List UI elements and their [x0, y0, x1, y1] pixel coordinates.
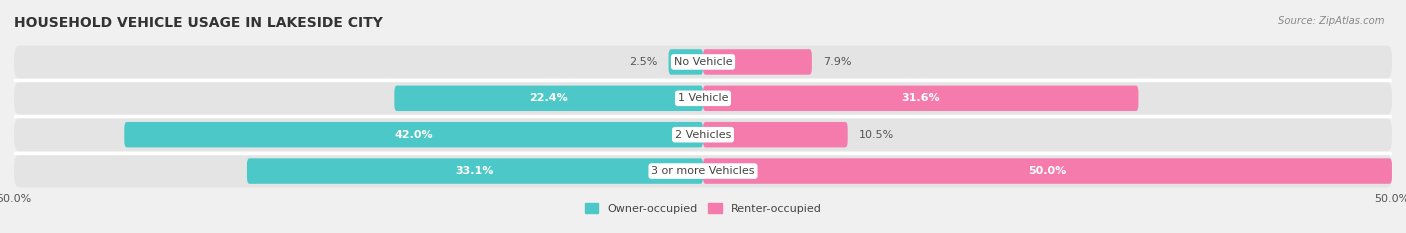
Text: 10.5%: 10.5%: [859, 130, 894, 140]
Text: 33.1%: 33.1%: [456, 166, 494, 176]
Text: 42.0%: 42.0%: [394, 130, 433, 140]
Text: Source: ZipAtlas.com: Source: ZipAtlas.com: [1278, 16, 1385, 26]
Text: 1 Vehicle: 1 Vehicle: [678, 93, 728, 103]
FancyBboxPatch shape: [14, 46, 1392, 78]
Text: 3 or more Vehicles: 3 or more Vehicles: [651, 166, 755, 176]
Legend: Owner-occupied, Renter-occupied: Owner-occupied, Renter-occupied: [581, 199, 825, 218]
Text: 50.0%: 50.0%: [1028, 166, 1067, 176]
FancyBboxPatch shape: [124, 122, 703, 147]
FancyBboxPatch shape: [14, 82, 1392, 115]
FancyBboxPatch shape: [703, 158, 1392, 184]
FancyBboxPatch shape: [14, 155, 1392, 187]
FancyBboxPatch shape: [14, 118, 1392, 151]
Text: 2 Vehicles: 2 Vehicles: [675, 130, 731, 140]
FancyBboxPatch shape: [669, 49, 703, 75]
FancyBboxPatch shape: [394, 86, 703, 111]
Text: 2.5%: 2.5%: [628, 57, 658, 67]
FancyBboxPatch shape: [247, 158, 703, 184]
Text: HOUSEHOLD VEHICLE USAGE IN LAKESIDE CITY: HOUSEHOLD VEHICLE USAGE IN LAKESIDE CITY: [14, 16, 382, 30]
Text: 7.9%: 7.9%: [823, 57, 852, 67]
FancyBboxPatch shape: [703, 86, 1139, 111]
Text: 31.6%: 31.6%: [901, 93, 941, 103]
Text: 22.4%: 22.4%: [529, 93, 568, 103]
FancyBboxPatch shape: [703, 49, 811, 75]
FancyBboxPatch shape: [703, 122, 848, 147]
Text: No Vehicle: No Vehicle: [673, 57, 733, 67]
